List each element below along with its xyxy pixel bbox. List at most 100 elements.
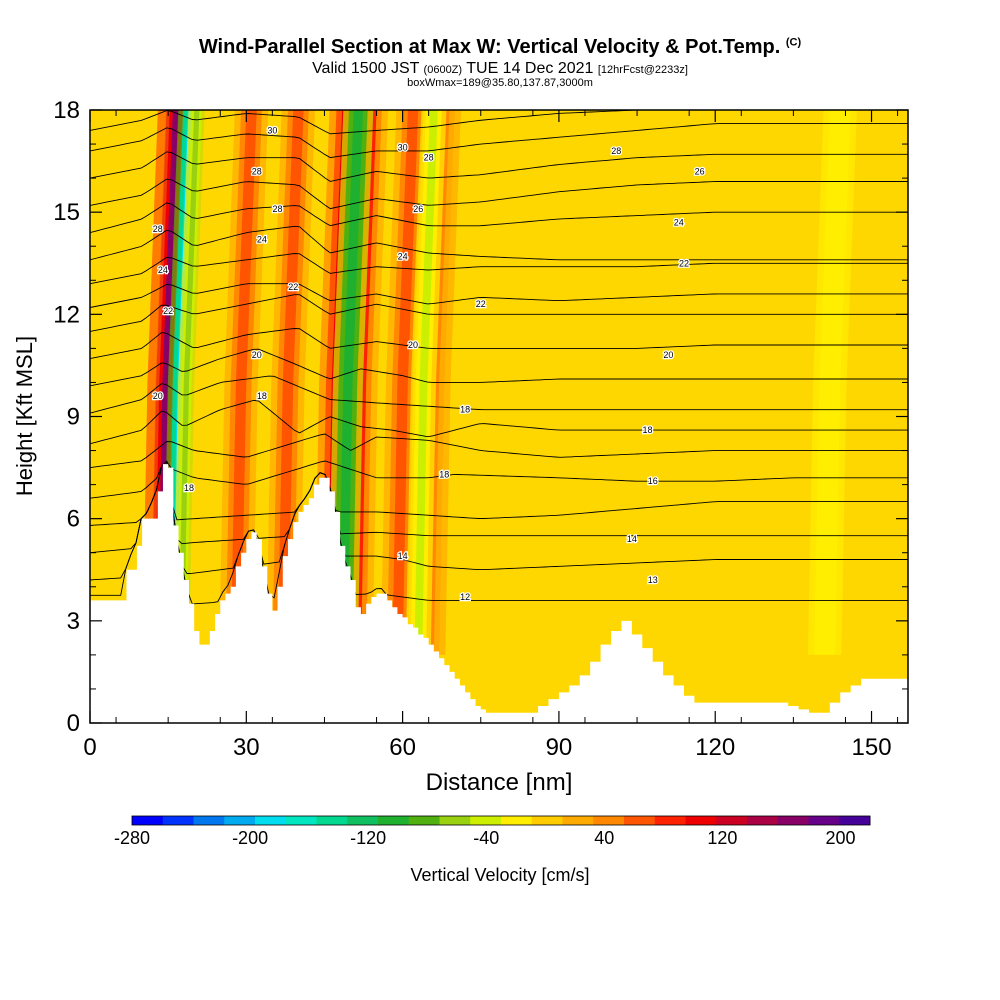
y-tick-label: 9 <box>67 404 80 431</box>
isentrope-line-10 <box>90 294 908 332</box>
isentrope-label: 22 <box>288 282 298 292</box>
colorbar-swatch <box>439 816 471 825</box>
downdraft-band-2-2 <box>338 110 364 655</box>
isentrope-label: 28 <box>252 166 262 176</box>
x-tick-label: 90 <box>546 734 573 761</box>
y-axis: 0 3 6 9 12 15 18 <box>53 97 908 737</box>
colorbar-swatch <box>378 816 410 825</box>
y-tick-label: 12 <box>53 301 80 328</box>
colorbar-tick-label: 200 <box>825 828 855 848</box>
downdraft-band-1-2 <box>178 110 200 655</box>
isentrope-label: 14 <box>398 551 408 561</box>
colorbar-swatch <box>255 816 287 825</box>
isentropes <box>90 110 908 605</box>
colorbar-swatch <box>193 816 225 825</box>
colorbar-swatch <box>316 816 348 825</box>
subtitle-date: TUE 14 Dec 2021 <box>466 60 594 77</box>
colorbar-swatch <box>777 816 809 825</box>
isentrope-line-0 <box>90 460 908 605</box>
colorbar-swatch <box>531 816 563 825</box>
isentrope-label: 18 <box>257 391 267 401</box>
isentrope-line-12 <box>90 253 908 285</box>
colorbar-tick-label: 120 <box>707 828 737 848</box>
isentrope-label: 16 <box>648 476 658 486</box>
isentrope-label: 28 <box>273 204 283 214</box>
isentrope-label: 18 <box>439 469 449 479</box>
isentrope-label: 20 <box>153 391 163 401</box>
colorbar-swatch <box>285 816 317 825</box>
isentrope-label: 24 <box>674 217 684 227</box>
colorbar-tick-label: -200 <box>232 828 268 848</box>
isentrope-label: 24 <box>398 251 408 261</box>
colorbar-swatch <box>224 816 256 825</box>
updraft-band-2-2 <box>230 110 257 655</box>
isentrope-label: 13 <box>648 575 658 585</box>
isentrope-label: 22 <box>679 258 689 268</box>
colorbar-tick-label: -40 <box>473 828 499 848</box>
y-tick-label: 15 <box>53 199 80 226</box>
colorbar-swatch <box>654 816 686 825</box>
isentrope-label: 12 <box>460 592 470 602</box>
updraft-band-6-2 <box>392 110 419 655</box>
chart-title-text: Wind-Parallel Section at Max W: Vertical… <box>198 36 781 58</box>
isentrope-line-18 <box>90 110 908 135</box>
isentrope-label: 20 <box>408 340 418 350</box>
colorbar-label: Vertical Velocity [cm/s] <box>410 865 589 885</box>
colorbar-swatch <box>747 816 779 825</box>
isentrope-label: 14 <box>627 534 637 544</box>
terrain-mask <box>90 464 908 723</box>
isentrope-line-16 <box>90 151 908 182</box>
y-tick-label: 6 <box>67 506 80 533</box>
colorbar-tick-label: 40 <box>594 828 614 848</box>
chart-title-mark: (C) <box>785 36 802 49</box>
x-axis: 0 30 60 90 120 150 <box>83 110 899 761</box>
isentrope-line-2 <box>90 460 908 554</box>
downdraft-band-3-2 <box>414 110 438 655</box>
isentrope-line-11 <box>90 283 908 308</box>
isentrope-label: 22 <box>476 299 486 309</box>
isentrope-line-1 <box>90 460 908 581</box>
isentrope-label: 20 <box>663 350 673 360</box>
isentrope-line-15 <box>90 178 908 210</box>
chart-title: Wind-Parallel Section at Max W: Vertical… <box>0 36 1000 59</box>
isentrope-line-5 <box>90 433 908 469</box>
isentrope-label: 20 <box>252 350 262 360</box>
isentrope-label: 30 <box>267 125 277 135</box>
x-tick-label: 150 <box>852 734 892 761</box>
x-tick-label: 120 <box>695 734 735 761</box>
isentrope-label: 28 <box>611 146 621 156</box>
colorbar-swatch <box>501 816 533 825</box>
subtitle-utc: (0600Z) <box>423 64 463 76</box>
colorbar-swatch <box>624 816 656 825</box>
colorbar-swatch <box>562 816 594 825</box>
downdraft-band-4-2 <box>819 110 846 655</box>
isentrope-label: 22 <box>163 306 173 316</box>
isentrope-label: 30 <box>398 142 408 152</box>
colorbar-swatch <box>839 816 871 825</box>
isentrope-label: 18 <box>642 425 652 435</box>
colorbar-swatch <box>716 816 748 825</box>
isentrope-label: 28 <box>424 153 434 163</box>
colorbar-swatch <box>347 816 379 825</box>
subtitle-run: [12hrFcst@2233z] <box>597 64 688 76</box>
colorbar-swatch <box>408 816 440 825</box>
y-axis-label: Height [Kft MSL] <box>12 336 37 496</box>
isentrope-line-6 <box>90 399 908 445</box>
isentrope-label: 24 <box>158 265 168 275</box>
isentrope-label: 26 <box>695 166 705 176</box>
plot-area: 30 30 28 28 28 26 28 26 24 28 24 24 24 22 22 22 22 20 20 20… <box>90 110 908 723</box>
colorbar-tick-label: -280 <box>114 828 150 848</box>
colorbar-frame <box>131 815 871 826</box>
isentrope-line-3 <box>90 460 908 526</box>
x-tick-label: 0 <box>83 734 96 761</box>
isentrope-label: 24 <box>257 234 267 244</box>
isentrope-line-9 <box>90 328 908 360</box>
subtitle-valid: Valid 1500 JST <box>312 60 420 77</box>
updraft-band-3-2 <box>277 110 304 655</box>
isentrope-label: 26 <box>413 204 423 214</box>
x-axis-label: Distance [nm] <box>426 769 573 796</box>
chart-subtitle-box: boxWmax=189@35.80,137.87,3000m <box>407 77 593 89</box>
isentrope-line-7 <box>90 375 908 414</box>
colorbar-swatch <box>685 816 717 825</box>
